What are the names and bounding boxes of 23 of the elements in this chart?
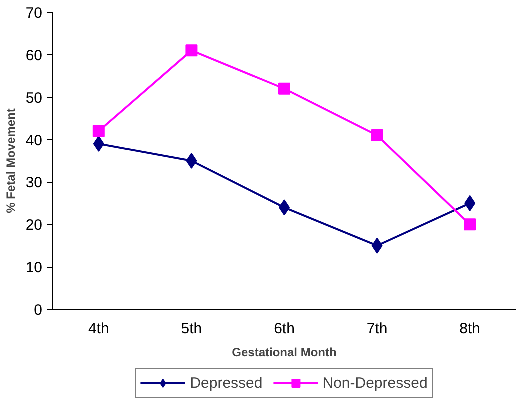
y-tick-label: 20	[26, 217, 43, 234]
point	[278, 82, 290, 95]
y-tick-label: 50	[26, 90, 43, 107]
y-tick-label: 0	[34, 302, 42, 319]
legend-label: Depressed	[190, 374, 263, 392]
x-tick-label: 7th	[366, 320, 388, 338]
y-axis-title: % Fetal Movement	[4, 108, 18, 214]
legend-label: Non-Depressed	[322, 374, 428, 392]
y-tick-label: 10	[26, 260, 43, 277]
y-tick-label: 60	[26, 47, 43, 64]
y-tick-label: 40	[26, 132, 43, 150]
point	[186, 44, 198, 57]
x-tick-label: 5th	[181, 320, 202, 338]
point	[371, 130, 384, 142]
y-tick-label: 70	[26, 5, 43, 22]
x-axis-title: Gestational Month	[232, 346, 337, 360]
y-tick-label: 30	[26, 174, 43, 192]
x-tick-label: 8th	[460, 320, 481, 338]
x-tick-label: 4th	[88, 320, 110, 338]
point	[186, 153, 198, 169]
x-tick-label: 6th	[274, 320, 295, 338]
point	[464, 218, 476, 231]
point	[92, 125, 105, 138]
